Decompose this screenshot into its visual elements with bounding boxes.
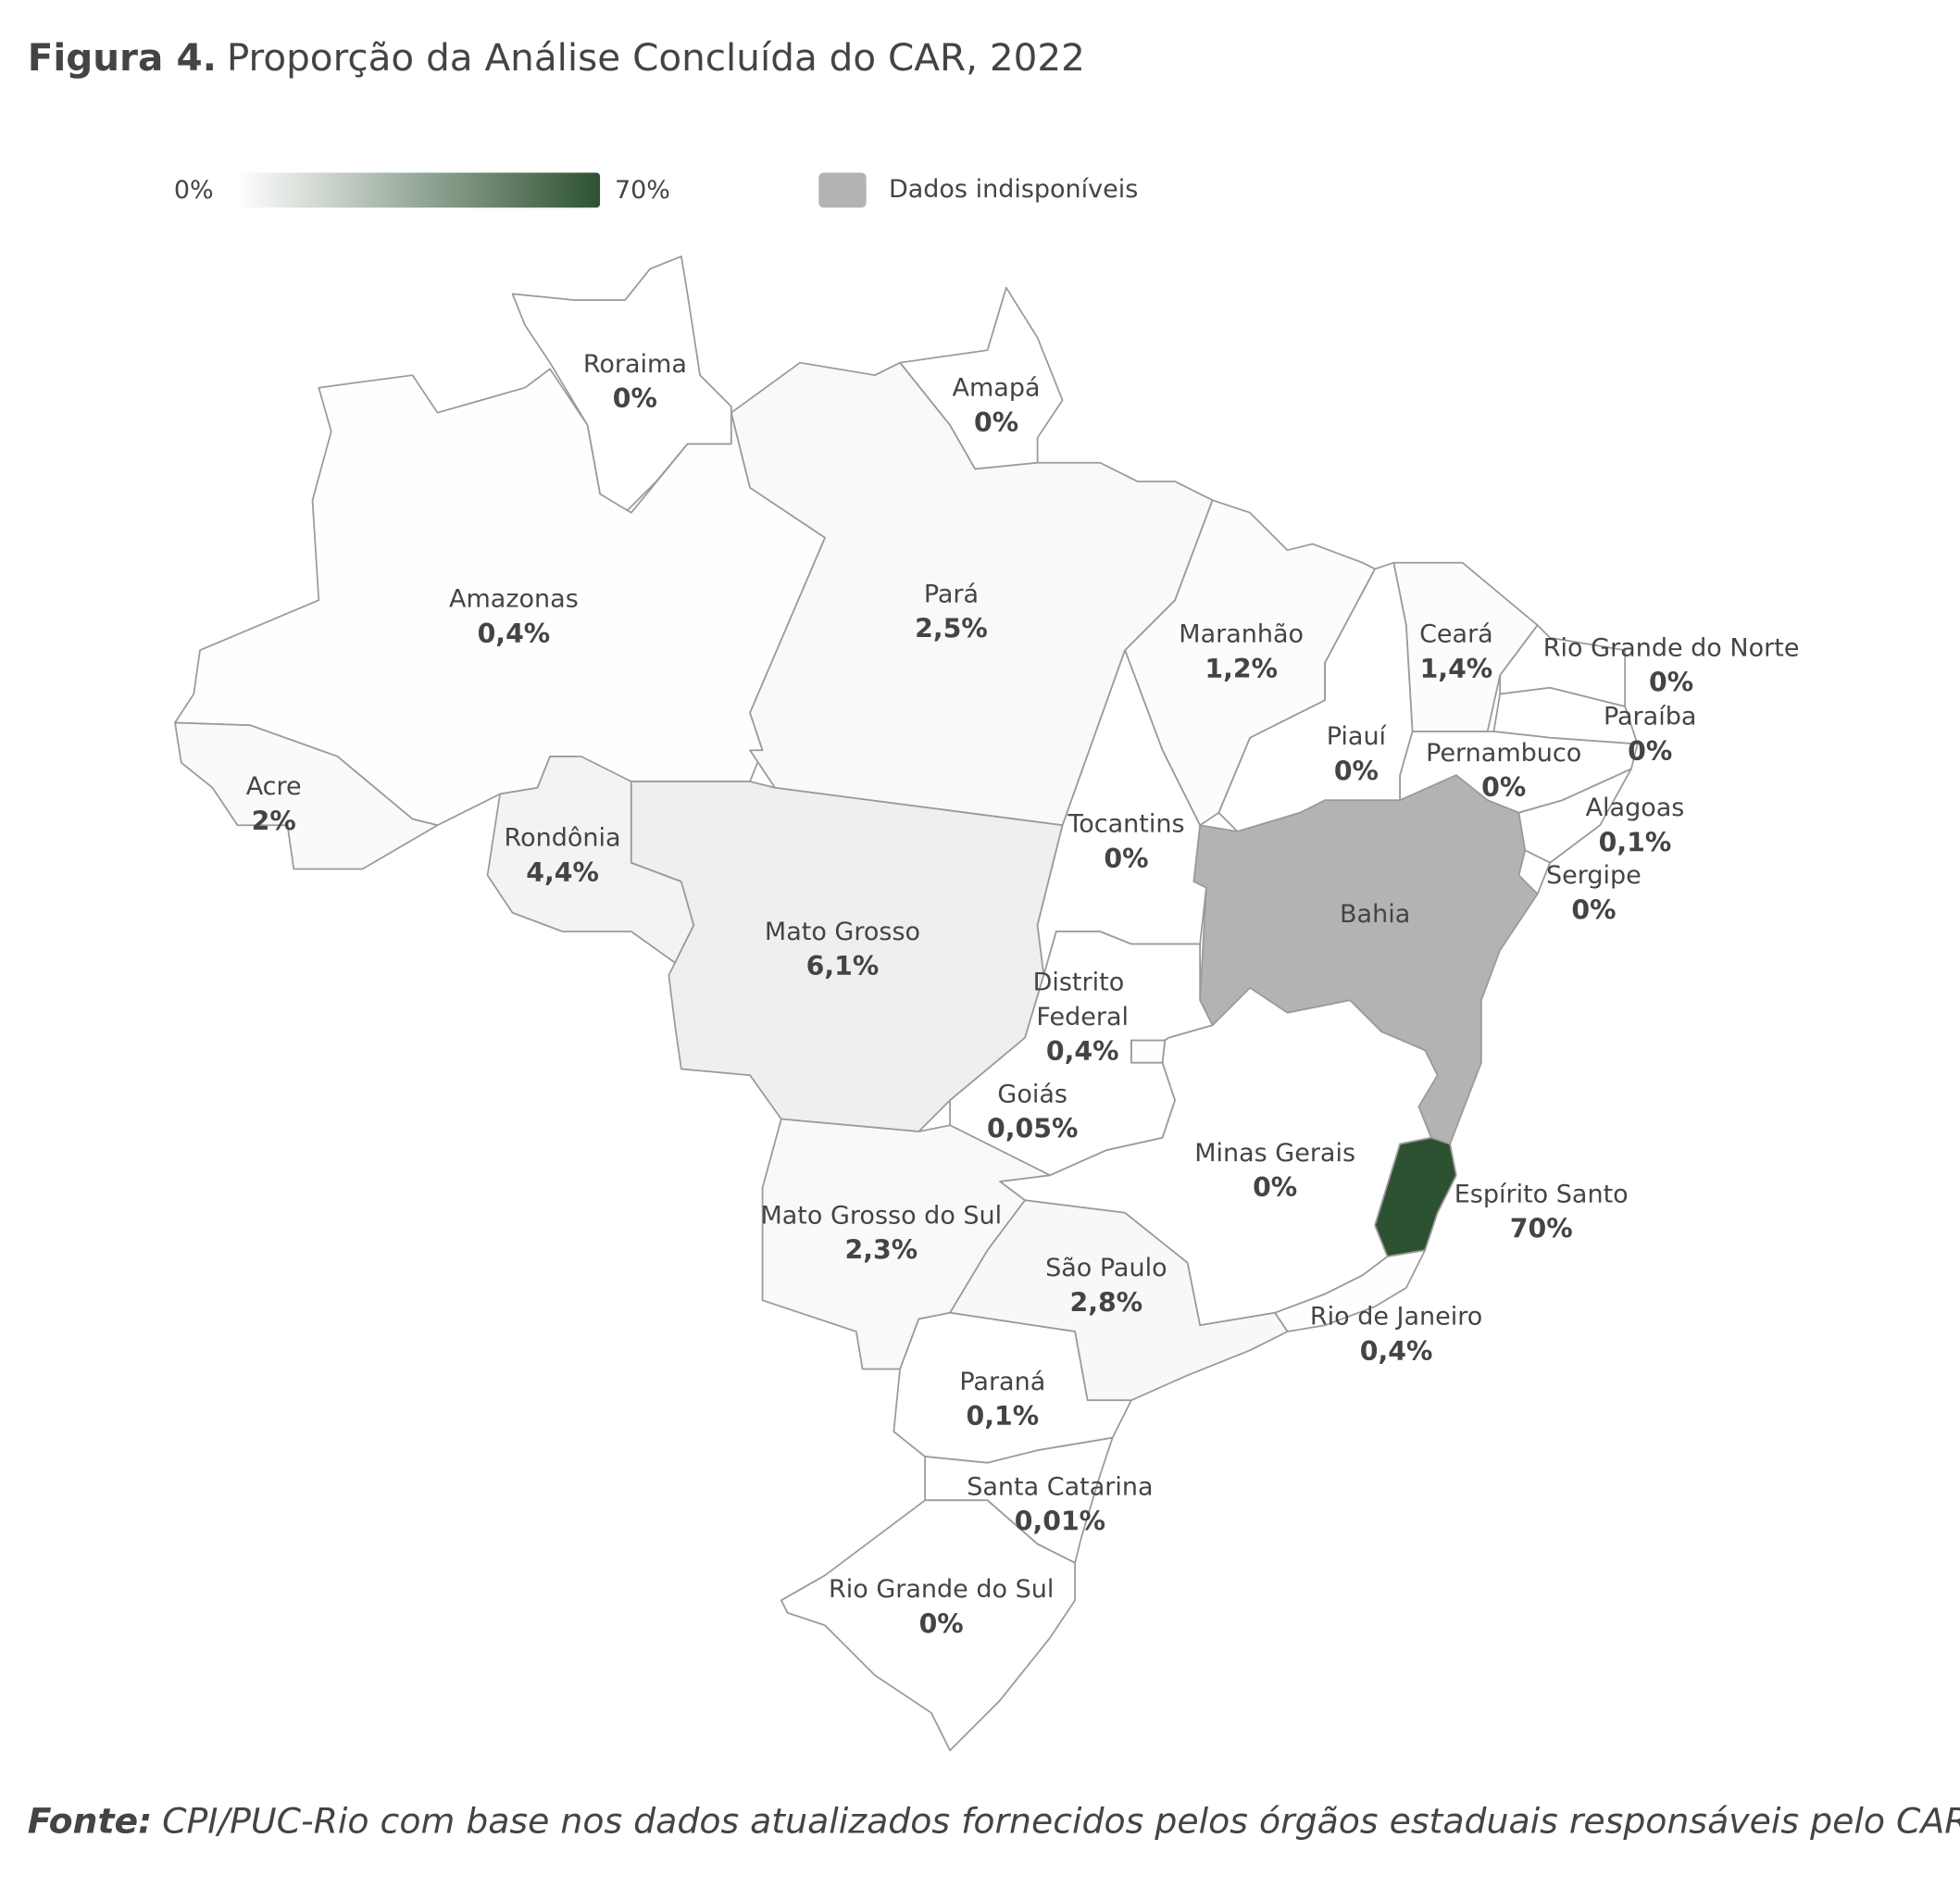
state-name: Rio Grande do Sul — [829, 1575, 1054, 1604]
state-value: 0,4% — [1046, 1036, 1119, 1067]
state-value: 0,4% — [1360, 1336, 1433, 1367]
state-name: Amazonas — [449, 585, 579, 614]
state-name: Pará — [924, 580, 979, 608]
state-name: Rio de Janeiro — [1310, 1303, 1482, 1332]
state-name: Acre — [246, 772, 302, 801]
state-value: 0,1% — [1599, 827, 1672, 857]
state-value: 4,4% — [526, 857, 599, 888]
title-label: Figura 4. — [28, 35, 217, 80]
state-name: São Paulo — [1045, 1254, 1167, 1282]
state-name: Rio Grande do Norte — [1543, 633, 1800, 662]
state-value: 0,4% — [478, 619, 551, 649]
state-value: 0% — [1481, 772, 1526, 803]
state-value: 0% — [919, 1608, 964, 1639]
state-name: Goiás — [997, 1080, 1067, 1108]
source-text: CPI/PUC-Rio com base nos dados atualizad… — [162, 1800, 1960, 1841]
state-name: Maranhão — [1179, 620, 1304, 649]
missing-swatch — [818, 172, 867, 208]
state-value: 0% — [1104, 844, 1148, 874]
state-name: Pernambuco — [1426, 739, 1581, 768]
state-name: Rondônia — [505, 824, 621, 853]
state-value: 0% — [1334, 756, 1379, 787]
state-value: 2% — [252, 806, 296, 837]
state-name: Roraima — [583, 350, 687, 379]
state-name: Paraíba — [1604, 703, 1696, 731]
state-value: 0,05% — [987, 1114, 1078, 1144]
source: Fonte: CPI/PUC-Rio com base nos dados atu… — [28, 1800, 1960, 1841]
state-value: 0% — [1253, 1172, 1297, 1203]
state-shape — [1130, 1039, 1167, 1064]
state-name: Minas Gerais — [1194, 1139, 1355, 1168]
state-value: 2,5% — [915, 614, 988, 644]
state-name: Santa Catarina — [967, 1472, 1153, 1501]
state-shape — [174, 721, 439, 870]
state-value: 0% — [1649, 668, 1693, 698]
state-name: Bahia — [1340, 900, 1410, 929]
title-text: Proporção da Análise Concluída do CAR, 2… — [227, 35, 1085, 80]
state-value: 0% — [1571, 894, 1616, 925]
legend-min-label: 0% — [174, 176, 214, 205]
state-name: Amapá — [953, 374, 1041, 403]
state-value: 70% — [1510, 1214, 1573, 1244]
missing-label: Dados indisponíveis — [889, 175, 1138, 204]
state-value: 0,1% — [966, 1401, 1039, 1432]
state-shape — [1274, 1249, 1427, 1332]
state-name: Mato Grosso do Sul — [760, 1201, 1002, 1230]
state-value: 1,4% — [1420, 654, 1493, 684]
labels: Roraima 0% Amapá 0% Amazonas 0,4% Pará 2,5% Acre… — [246, 350, 1800, 1639]
state-name: Sergipe — [1546, 861, 1642, 890]
state-shape — [780, 1499, 1076, 1752]
state-value: 2,3% — [845, 1235, 918, 1266]
legend-max-label: 70% — [615, 176, 670, 205]
state-name: Paraná — [959, 1368, 1045, 1396]
state-name: Espírito Santo — [1454, 1180, 1629, 1208]
state-name: Mato Grosso — [765, 918, 920, 946]
states — [174, 256, 1639, 1752]
state-value: 1,2% — [1205, 654, 1278, 684]
state-shape — [1374, 1136, 1457, 1257]
state-value: 0% — [974, 407, 1018, 438]
state-name: Tocantins — [1067, 810, 1184, 839]
state-value: 0,01% — [1015, 1507, 1105, 1537]
legend: 0% 70% Dados indisponíveis — [174, 172, 1138, 208]
state-name: Ceará — [1419, 620, 1493, 649]
state-name: Piauí — [1327, 722, 1388, 751]
state-name: Alagoas — [1586, 794, 1685, 822]
title: Figura 4. Proporção da Análise Concluída … — [28, 35, 1085, 80]
state-value: 0% — [1628, 736, 1672, 767]
legend-gradient — [237, 172, 601, 208]
state-value: 0% — [613, 383, 657, 414]
source-label: Fonte: — [28, 1800, 153, 1841]
state-name: Distrito Federal — [1033, 968, 1132, 1032]
state-value: 2,8% — [1070, 1287, 1143, 1318]
state-value: 6,1% — [806, 951, 880, 982]
